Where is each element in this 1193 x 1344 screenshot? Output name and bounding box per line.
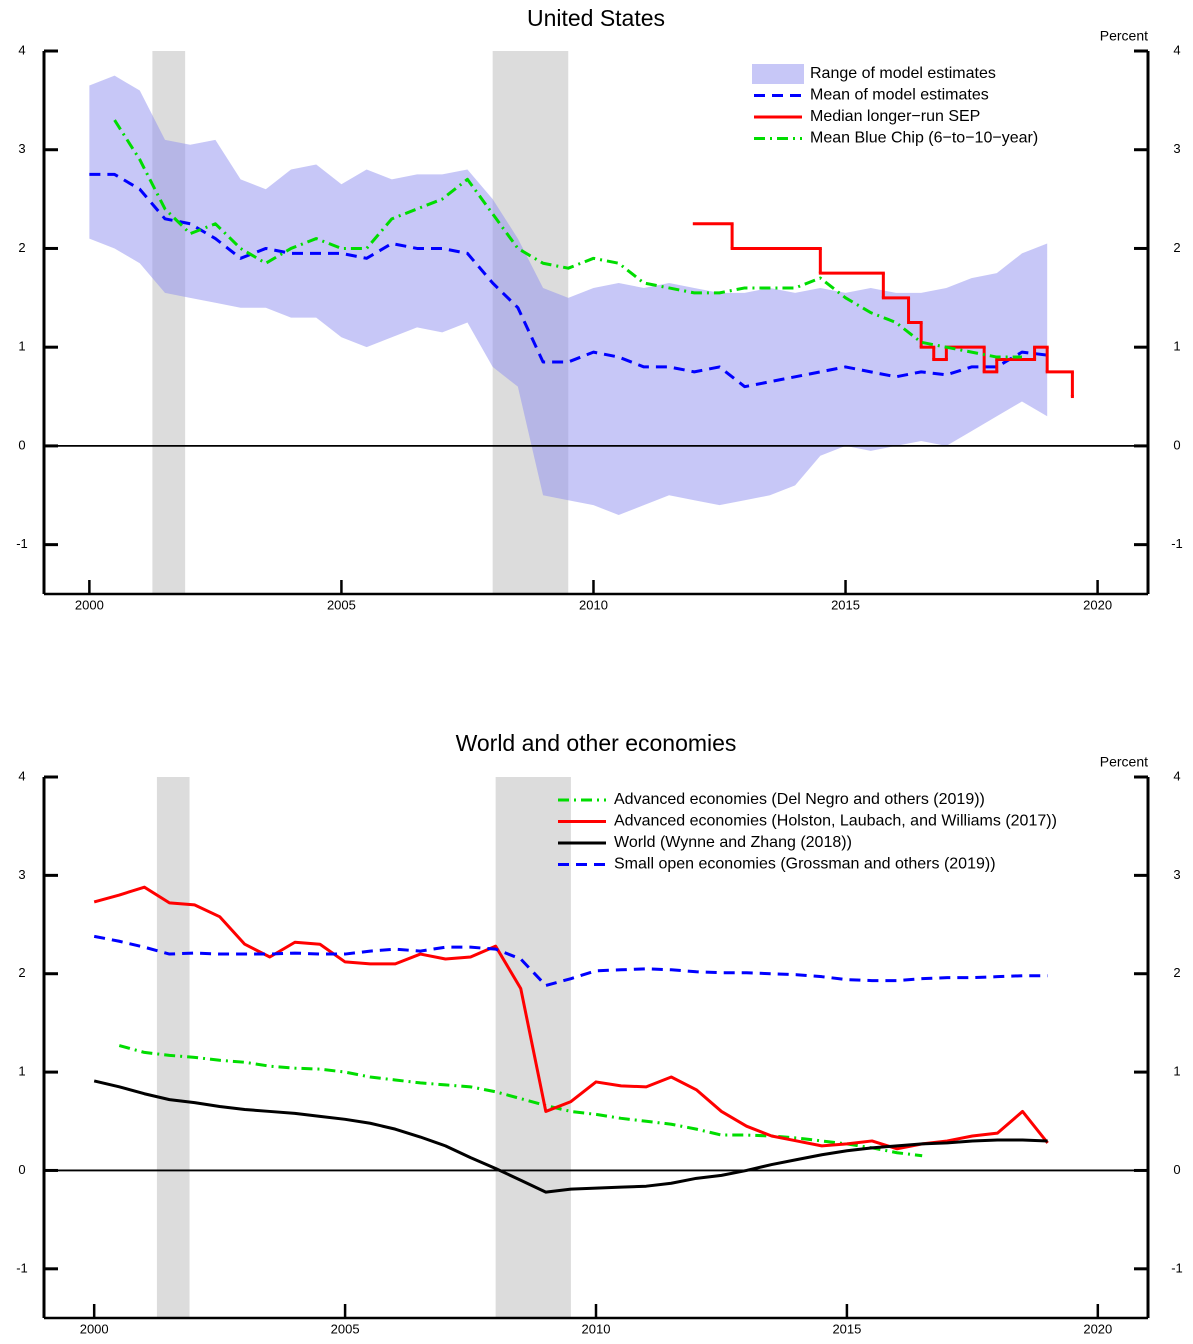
y-tick-label: 1 (18, 1064, 25, 1079)
y-tick-label-right: 2 (1173, 965, 1180, 980)
x-tick-label: 2005 (327, 597, 356, 612)
y-tick-label-right: 0 (1173, 1162, 1180, 1177)
y-unit-label: Percent (1100, 28, 1148, 44)
range-band (89, 75, 1048, 516)
y-tick-label-right: 0 (1173, 437, 1180, 452)
y-tick-label-right: 3 (1173, 867, 1180, 882)
series-line (113, 119, 1022, 359)
y-tick-label: 4 (18, 768, 25, 783)
legend-label: Small open economies (Grossman and other… (614, 856, 996, 873)
legend-label: Mean Blue Chip (6−to−10−year) (810, 130, 1038, 147)
y-tick-label-right: -1 (1171, 1260, 1183, 1275)
legend-swatch (752, 64, 804, 84)
y-tick-label-right: 1 (1173, 339, 1180, 354)
y-tick-label-right: 3 (1173, 141, 1180, 156)
legend-label: Advanced economies (Del Negro and others… (614, 791, 985, 808)
legend-label: Advanced economies (Holston, Laubach, an… (614, 813, 1057, 830)
x-tick-label: 2005 (331, 1321, 360, 1336)
legend-label: World (Wynne and Zhang (2018)) (614, 834, 852, 851)
y-tick-label-right: -1 (1171, 536, 1183, 551)
y-tick-label-right: 2 (1173, 240, 1180, 255)
chart-title: World and other economies (456, 730, 737, 756)
recession-shade (156, 777, 190, 1318)
x-tick-label: 2010 (579, 597, 608, 612)
y-tick-label-right: 4 (1173, 42, 1180, 57)
series-line (118, 1044, 923, 1158)
x-tick-label: 2020 (1083, 1321, 1112, 1336)
y-tick-label: 1 (18, 339, 25, 354)
x-tick-label: 2020 (1083, 597, 1112, 612)
legend-label: Range of model estimates (810, 65, 996, 82)
y-tick-label: 0 (18, 437, 25, 452)
chart-title: United States (527, 5, 665, 31)
y-tick-label: 3 (18, 867, 25, 882)
x-tick-label: 2000 (80, 1321, 109, 1336)
y-tick-label: -1 (16, 536, 28, 551)
series-line (93, 934, 1048, 988)
y-tick-label: 2 (18, 965, 25, 980)
y-tick-label: -1 (16, 1260, 28, 1275)
x-tick-label: 2015 (832, 1321, 861, 1336)
y-tick-label-right: 4 (1173, 768, 1180, 783)
legend-label: Mean of model estimates (810, 87, 989, 104)
y-tick-label: 0 (18, 1162, 25, 1177)
x-tick-label: 2015 (831, 597, 860, 612)
y-tick-label-right: 1 (1173, 1064, 1180, 1079)
y-tick-label: 3 (18, 141, 25, 156)
x-tick-label: 2000 (75, 597, 104, 612)
x-tick-label: 2010 (582, 1321, 611, 1336)
y-unit-label: Percent (1100, 754, 1148, 770)
y-tick-label: 2 (18, 240, 25, 255)
y-tick-label: 4 (18, 42, 25, 57)
series-line (93, 1079, 1048, 1194)
legend-label: Median longer−run SEP (810, 108, 980, 125)
